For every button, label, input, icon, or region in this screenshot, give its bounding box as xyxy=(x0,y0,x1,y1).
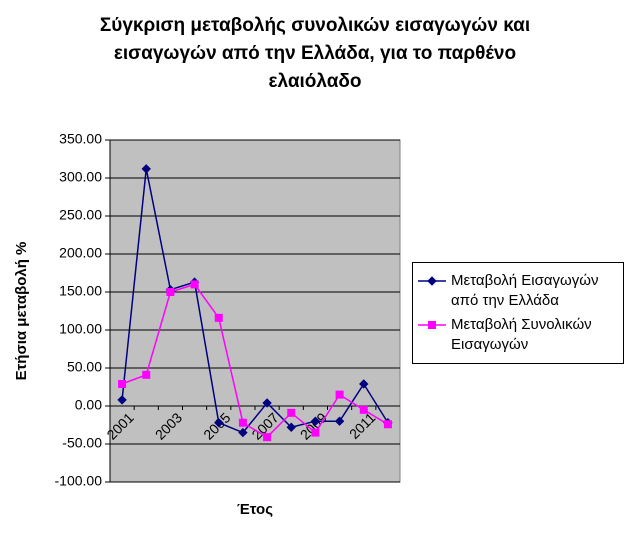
data-point xyxy=(286,422,296,432)
data-point xyxy=(238,427,248,438)
legend-label: Μεταβολή Εισαγωγών από την Ελλάδα xyxy=(451,272,599,309)
data-point xyxy=(117,395,127,405)
chart-title: Σύγκριση μεταβολής συνολικών εισαγωγών κ… xyxy=(100,15,530,36)
data-point xyxy=(310,416,321,426)
x-axis-title: Έτος xyxy=(237,501,273,518)
data-point xyxy=(287,408,296,417)
data-point xyxy=(166,288,175,296)
data-point xyxy=(311,428,320,437)
y-tick-label: 50.00 xyxy=(67,359,102,375)
data-point xyxy=(142,370,151,379)
y-tick-label: 0.00 xyxy=(75,397,102,413)
chart-title: ελαιόλαδο xyxy=(268,71,361,92)
legend: Μεταβολή Εισαγωγών από την Ελλάδα Μεταβολ… xyxy=(412,262,624,364)
series-line xyxy=(121,168,389,434)
legend-swatch xyxy=(418,276,446,286)
series-line xyxy=(121,283,389,439)
data-point xyxy=(335,390,344,399)
data-point xyxy=(141,164,151,174)
legend-marker xyxy=(427,276,437,286)
y-tick-label: 300.00 xyxy=(59,169,102,185)
y-tick-label: 100.00 xyxy=(59,321,102,337)
data-point xyxy=(214,313,223,322)
y-tick-label: 250.00 xyxy=(59,207,102,223)
legend-marker xyxy=(428,321,436,329)
y-tick-label: 200.00 xyxy=(59,245,102,261)
data-point xyxy=(118,379,127,388)
legend-label: Μεταβολή Συνολικών Εισαγωγών xyxy=(451,316,592,353)
data-point xyxy=(214,418,224,428)
data-point xyxy=(359,379,369,389)
legend-item: Μεταβολή Εισαγωγών από την Ελλάδα xyxy=(413,269,623,313)
legend-swatch xyxy=(418,321,446,329)
data-point xyxy=(190,280,199,289)
data-point xyxy=(263,433,272,442)
legend-item: Μεταβολή Συνολικών Εισαγωγών xyxy=(413,313,623,357)
data-point xyxy=(262,398,272,408)
data-point xyxy=(334,416,345,426)
y-tick-label: 350.00 xyxy=(59,131,102,147)
data-point xyxy=(238,418,247,427)
y-tick-label: -100.00 xyxy=(55,473,103,489)
y-tick-label: 150.00 xyxy=(59,283,102,299)
y-axis-title: Ετήσια μεταβολή % xyxy=(13,242,30,381)
y-tick-label: -50.00 xyxy=(62,435,102,451)
data-point xyxy=(383,420,392,429)
chart-title: εισαγωγών από την Ελλάδα, για το παρθένο xyxy=(114,43,516,64)
data-point xyxy=(359,405,368,414)
